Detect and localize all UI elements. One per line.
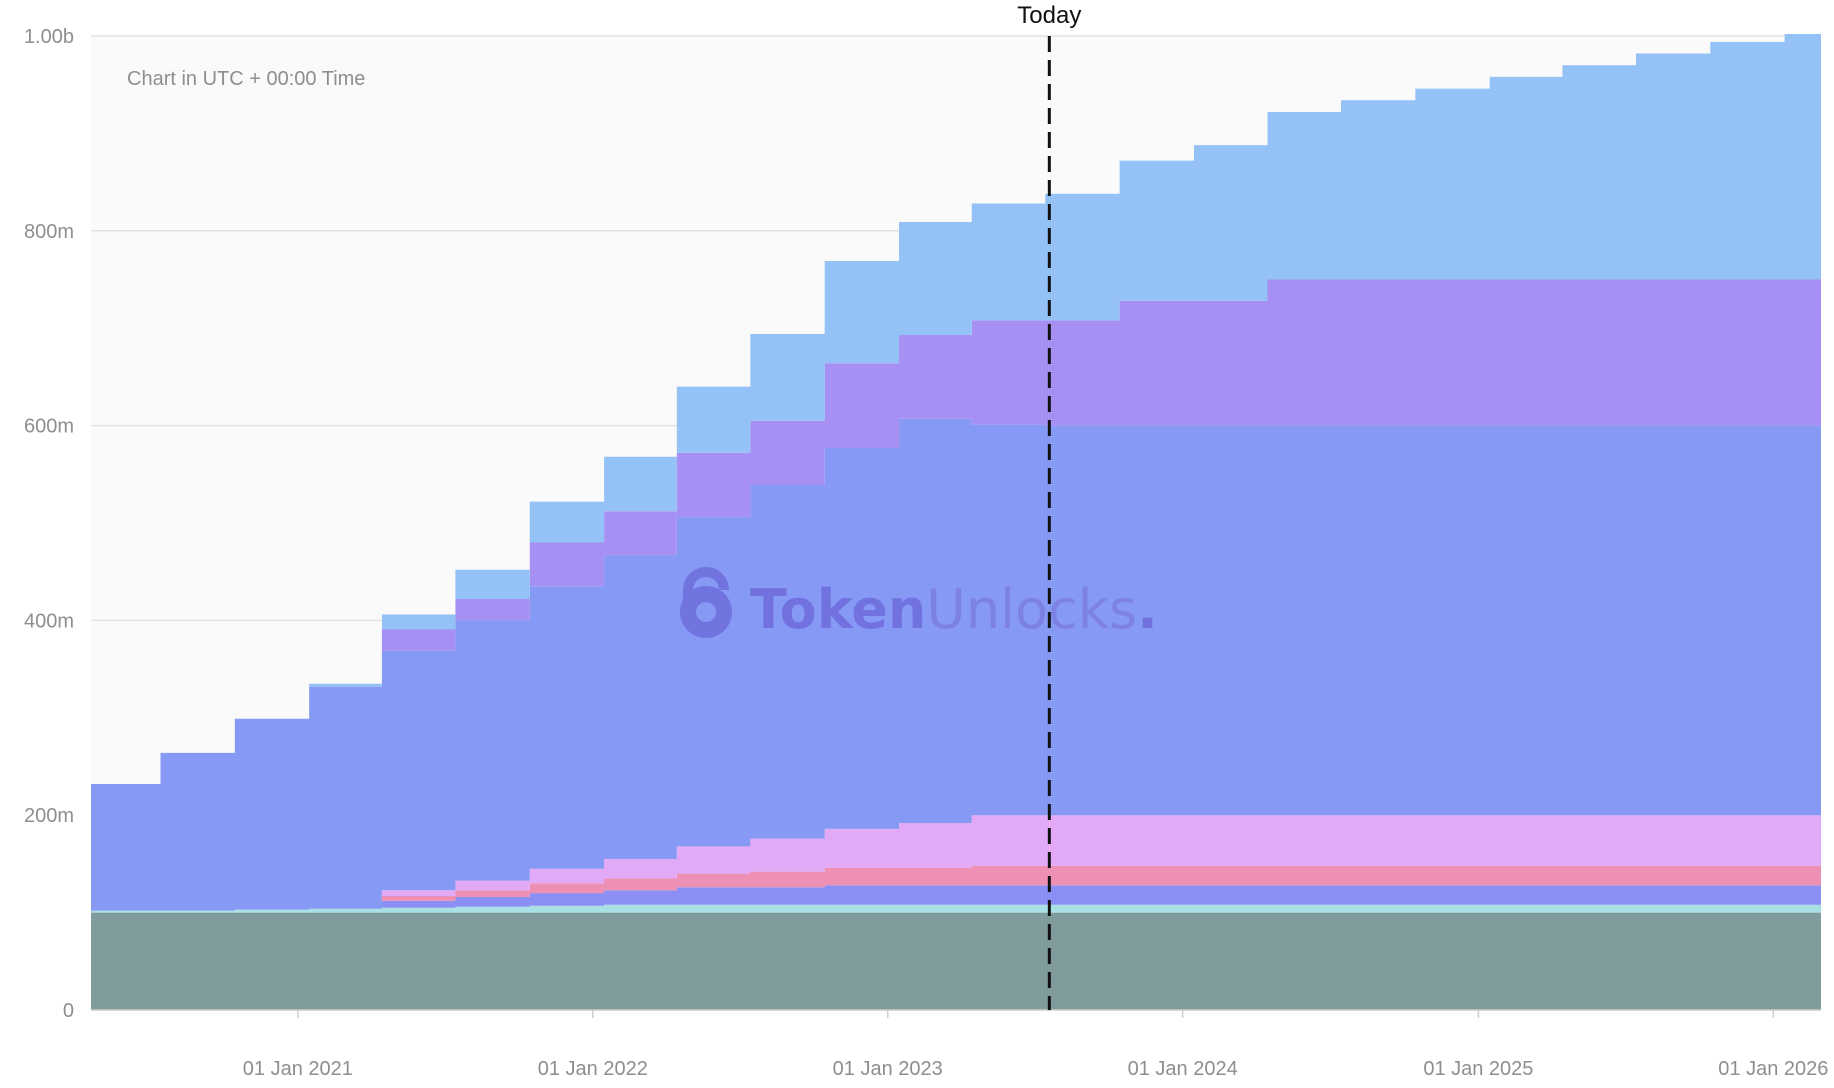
series-area <box>91 885 1821 911</box>
y-tick-label: 0 <box>63 1000 74 1022</box>
y-tick-label: 600m <box>24 416 74 438</box>
series-areas <box>91 34 1821 1010</box>
x-tick-label: 01 Jan 2021 <box>243 1058 353 1080</box>
watermark-brand-dot: . <box>1137 578 1158 641</box>
today-label: Today <box>1017 2 1081 29</box>
series-area <box>91 279 1821 785</box>
y-tick-label: 400m <box>24 610 74 632</box>
lock-logo-icon <box>680 567 732 638</box>
y-tick-label: 200m <box>24 805 74 827</box>
axes: 0 200m 400m 600m 800m 1.00b 01 Jan 2021 01 Jan … <box>24 26 1828 1080</box>
watermark-brand-bold: Token <box>750 578 926 641</box>
x-tick-label: 01 Jan 2023 <box>833 1058 943 1080</box>
series-area <box>91 912 1821 1010</box>
svg-text:TokenUnlocks.: TokenUnlocks. <box>750 578 1158 641</box>
x-tick-label: 01 Jan 2025 <box>1423 1058 1533 1080</box>
series-area <box>91 865 1821 911</box>
series-area <box>91 34 1821 785</box>
x-tick-label: 01 Jan 2026 <box>1718 1058 1828 1080</box>
x-tick-label: 01 Jan 2022 <box>538 1058 648 1080</box>
timezone-note: Chart in UTC + 00:00 Time <box>127 68 365 90</box>
x-tick-label: 01 Jan 2024 <box>1128 1058 1238 1080</box>
today-marker: Today <box>1017 2 1081 1010</box>
watermark-brand-light: Unlocks <box>926 578 1137 641</box>
y-tick-label: 800m <box>24 221 74 243</box>
series-area <box>91 418 1821 911</box>
y-tick-label: 1.00b <box>24 26 74 48</box>
series-area <box>91 815 1821 911</box>
tokenunlocks-watermark: TokenUnlocks. <box>680 567 1158 641</box>
